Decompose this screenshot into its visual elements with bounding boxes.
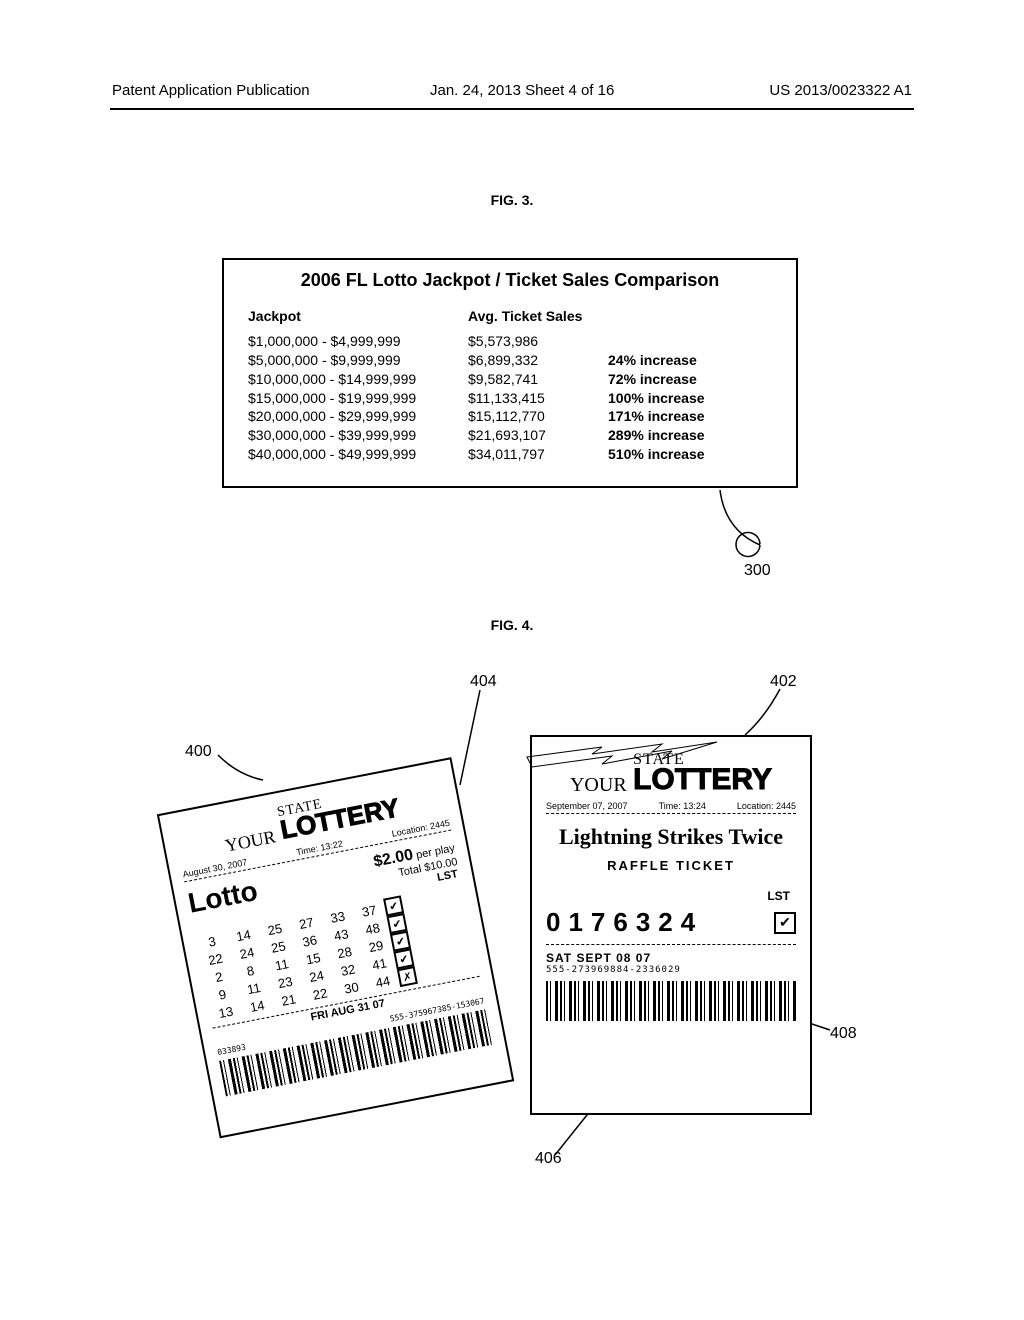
fig3-cell: $20,000,000 - $29,999,999 bbox=[248, 407, 468, 426]
header-rule bbox=[110, 108, 914, 110]
fig3-cell: $10,000,000 - $14,999,999 bbox=[248, 370, 468, 389]
fig3-table: 2006 FL Lotto Jackpot / Ticket Sales Com… bbox=[222, 258, 798, 488]
leader-300 bbox=[700, 490, 800, 560]
header-mid: Jan. 24, 2013 Sheet 4 of 16 bbox=[430, 82, 614, 99]
fig3-cell: 171% increase bbox=[608, 407, 758, 426]
leader-400 bbox=[208, 685, 278, 785]
lotto-number: 21 bbox=[271, 989, 305, 1010]
fig3-cell: 100% increase bbox=[608, 389, 758, 408]
fig3-cell: 510% increase bbox=[608, 445, 758, 464]
brand-your: YOUR bbox=[570, 774, 627, 797]
lotto-number: 13 bbox=[209, 1001, 243, 1022]
fig3-cell: $1,000,000 - $4,999,999 bbox=[248, 332, 468, 351]
fig4-container: 400 404 402 406 408 YOUR STATE LOTTERY bbox=[180, 655, 840, 1215]
separator bbox=[546, 944, 796, 945]
lightning-icon bbox=[522, 739, 722, 769]
fig3-cell: $21,693,107 bbox=[468, 426, 608, 445]
raffle-draw-date: SAT SEPT 08 07 bbox=[546, 951, 796, 965]
fig3-cell: $40,000,000 - $49,999,999 bbox=[248, 445, 468, 464]
raffle-number: 0176324 bbox=[546, 907, 703, 938]
raffle-loc: Location: 2445 bbox=[737, 801, 796, 811]
lotto-number: 44 bbox=[366, 971, 400, 992]
raffle-ticket: YOUR STATE LOTTERY September 07, 2007 Ti… bbox=[530, 735, 812, 1115]
raffle-lst-label: LST bbox=[546, 889, 796, 903]
raffle-barcode bbox=[546, 981, 796, 1021]
fig3-cell: $9,582,741 bbox=[468, 370, 608, 389]
fig3-col-increase: . . 24% increase 72% increase 100% incre… bbox=[608, 307, 758, 464]
raffle-ticket-label: RAFFLE TICKET bbox=[546, 858, 796, 873]
lotto-number: 22 bbox=[303, 983, 337, 1004]
raffle-lst-check: ✔ bbox=[774, 912, 796, 934]
raffle-banner: Lightning Strikes Twice bbox=[546, 824, 796, 850]
raffle-date: September 07, 2007 bbox=[546, 801, 628, 811]
fig3-cell: $5,000,000 - $9,999,999 bbox=[248, 351, 468, 370]
raffle-banner-text: Lightning Strikes Twice bbox=[559, 824, 783, 850]
lotto-lst-check: ✗ bbox=[397, 966, 418, 987]
lotto-number: 14 bbox=[240, 995, 274, 1016]
fig3-col-jackpot: Jackpot $1,000,000 - $4,999,999 $5,000,0… bbox=[248, 307, 468, 464]
fig3-cell: $34,011,797 bbox=[468, 445, 608, 464]
fig3-col-sales: Avg. Ticket Sales $5,573,986 $6,899,332 … bbox=[468, 307, 608, 464]
fig4-label: FIG. 4. bbox=[491, 617, 534, 633]
fig3-cell: $30,000,000 - $39,999,999 bbox=[248, 426, 468, 445]
header-left: Patent Application Publication bbox=[112, 82, 310, 99]
fig3-cell: $15,000,000 - $19,999,999 bbox=[248, 389, 468, 408]
lotto-number: 30 bbox=[334, 977, 368, 998]
fig3-col1-head: Jackpot bbox=[248, 307, 468, 326]
fig3-cell: $5,573,986 bbox=[468, 332, 608, 351]
fig3-col2-head: Avg. Ticket Sales bbox=[468, 307, 608, 326]
fig3-cell: $15,112,770 bbox=[468, 407, 608, 426]
lotto-ticket: YOUR STATE LOTTERY August 30, 2007 Time:… bbox=[157, 757, 514, 1138]
header-right: US 2013/0023322 A1 bbox=[769, 82, 912, 99]
fig3-cell: 289% increase bbox=[608, 426, 758, 445]
fig3-cell: 24% increase bbox=[608, 351, 758, 370]
ref-300: 300 bbox=[744, 562, 771, 580]
fig3-cell: $6,899,332 bbox=[468, 351, 608, 370]
raffle-serial: 555-273969884-2336029 bbox=[546, 965, 796, 975]
fig3-cell: 72% increase bbox=[608, 370, 758, 389]
fig3-cell: $11,133,415 bbox=[468, 389, 608, 408]
fig3-title: 2006 FL Lotto Jackpot / Ticket Sales Com… bbox=[248, 270, 772, 291]
lotto-serial-left: 033893 bbox=[217, 1043, 247, 1057]
fig3-label: FIG. 3. bbox=[491, 192, 534, 208]
raffle-meta: September 07, 2007 Time: 13:24 Location:… bbox=[546, 801, 796, 814]
raffle-time: Time: 13:24 bbox=[659, 801, 706, 811]
